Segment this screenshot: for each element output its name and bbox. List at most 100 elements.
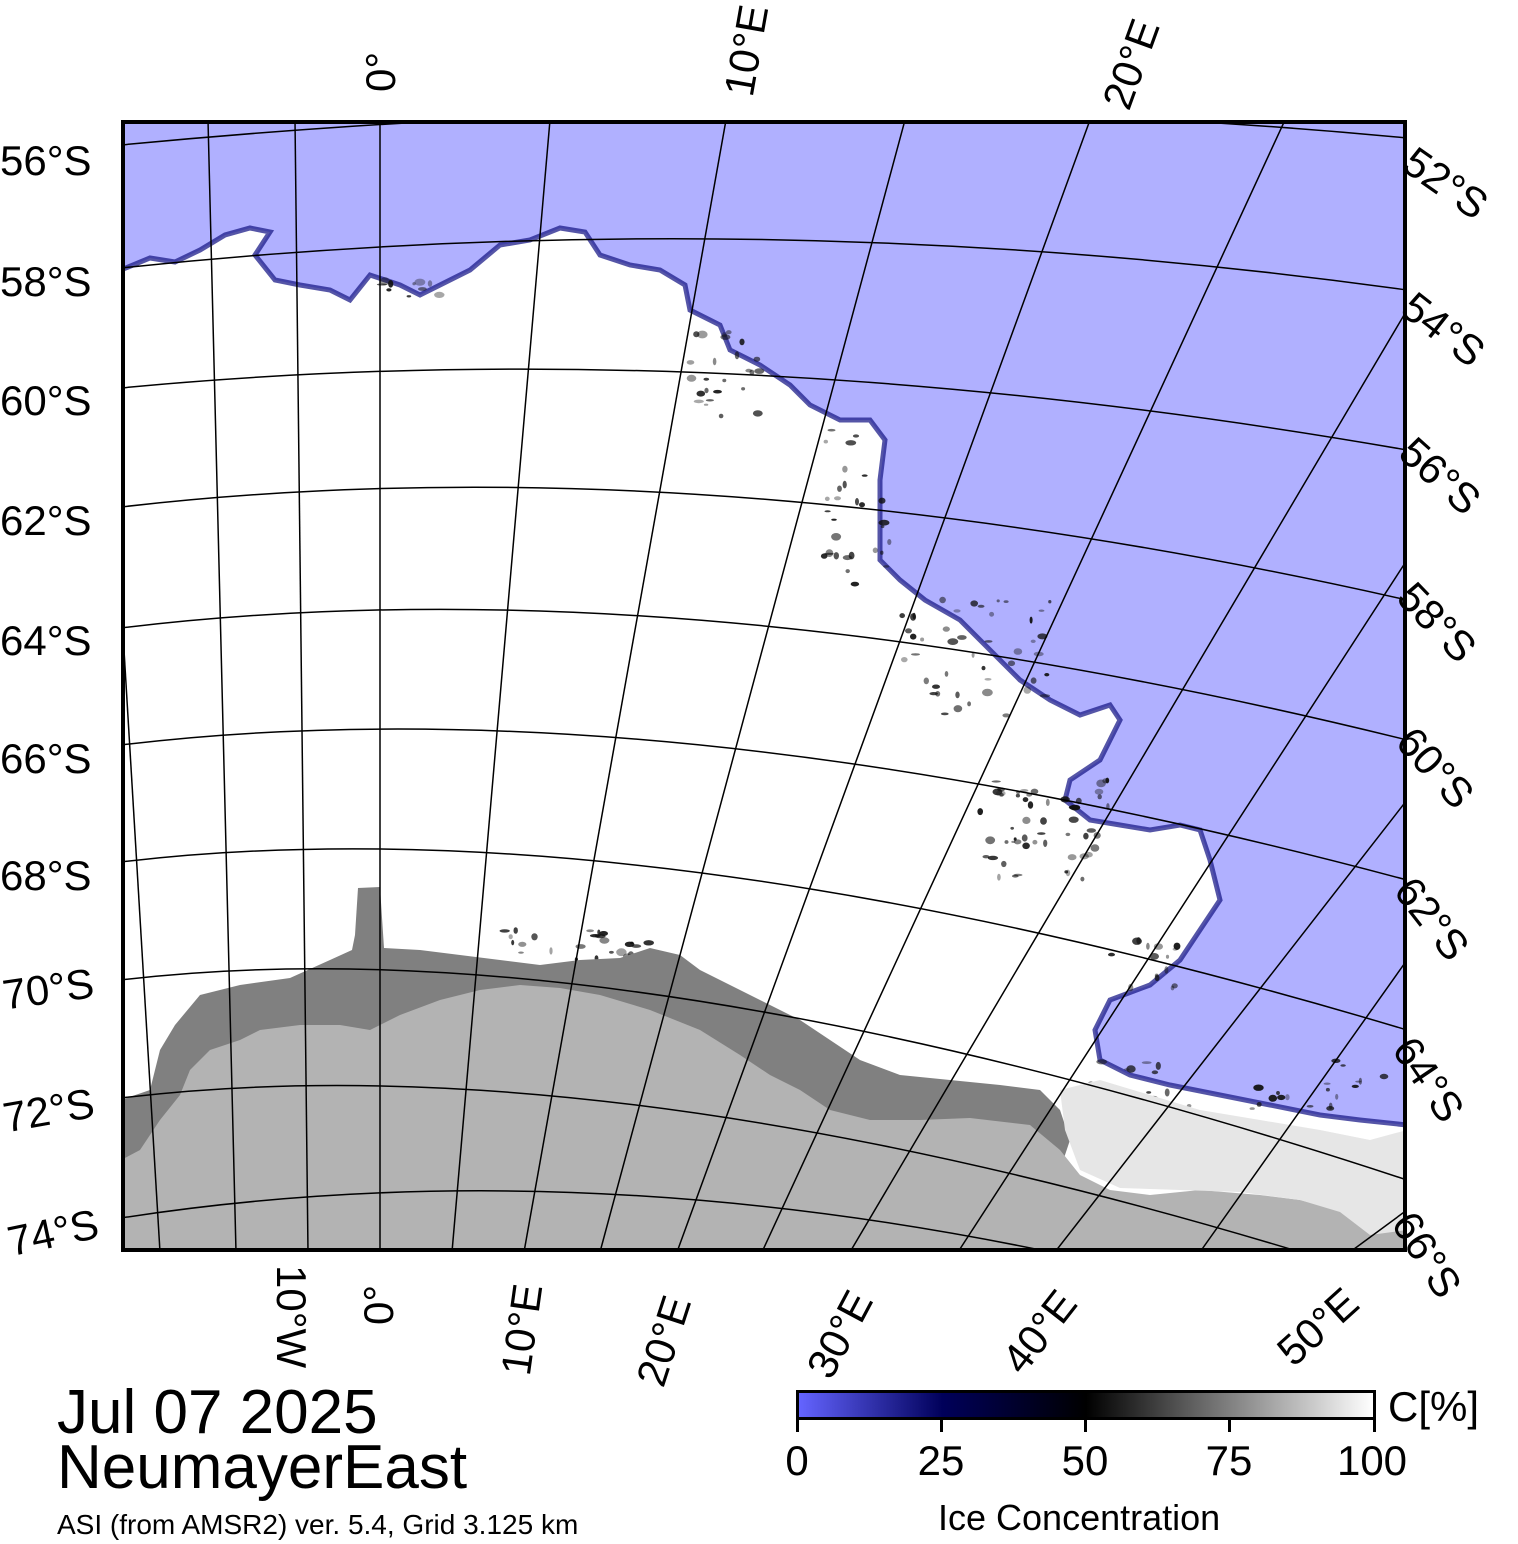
low-concentration-patch — [899, 613, 905, 619]
low-concentration-patch — [703, 377, 710, 381]
low-concentration-patch — [1001, 860, 1007, 868]
land — [121, 985, 1407, 1252]
low-concentration-patch — [859, 502, 865, 508]
map-canvas — [121, 120, 1407, 1252]
low-concentration-patch — [1325, 1087, 1330, 1092]
ice-concentration-map — [121, 120, 1407, 1252]
low-concentration-patch — [984, 640, 993, 643]
map-date: Jul 07 2025 — [57, 1378, 378, 1447]
right-lat-label: 52°S — [1394, 137, 1497, 229]
low-concentration-patch — [1154, 974, 1160, 982]
meridian-10e — [523, 120, 727, 1252]
region-name: NeumayerEast — [57, 1433, 468, 1502]
parallel-72s — [121, 1084, 1301, 1252]
low-concentration-patch — [940, 712, 949, 716]
low-concentration-patch — [1014, 839, 1022, 845]
low-concentration-patch — [947, 638, 959, 645]
low-concentration-patch — [981, 665, 986, 671]
bottom-lon-label: 30°E — [797, 1282, 882, 1386]
low-concentration-patch — [955, 691, 960, 699]
low-concentration-patch — [697, 330, 708, 339]
low-concentration-patch — [696, 390, 706, 397]
meridian-10w — [207, 120, 237, 1252]
low-concentration-patch — [1153, 943, 1163, 950]
left-lat-label: 60°S — [0, 377, 92, 424]
right-lat-label: 66°S — [1382, 1203, 1472, 1306]
meridian-25e — [761, 120, 1286, 1252]
colorbar — [796, 1390, 1376, 1420]
bottom-lon-label: 10°W — [268, 1265, 315, 1369]
top-lon-label: 0° — [357, 51, 404, 92]
low-concentration-patch — [1102, 778, 1109, 784]
low-concentration-patch — [845, 569, 850, 574]
low-concentration-patch — [1030, 788, 1039, 795]
colorbar-tick-label: 75 — [1205, 1437, 1253, 1484]
low-concentration-patch — [996, 790, 1006, 797]
low-concentration-patch — [686, 374, 697, 382]
low-concentration-patch — [920, 637, 925, 642]
low-concentration-patch — [1306, 1105, 1314, 1108]
low-concentration-patch — [905, 628, 912, 634]
low-concentration-patch — [693, 331, 700, 338]
low-concentration-patch — [984, 678, 992, 681]
low-concentration-patch — [741, 387, 746, 391]
low-concentration-patch — [734, 351, 740, 360]
low-concentration-patch — [376, 283, 387, 286]
low-concentration-patch — [861, 474, 868, 477]
right-lat-label: 54°S — [1392, 282, 1494, 377]
low-concentration-patch — [549, 947, 553, 955]
low-concentration-patch — [752, 410, 763, 417]
low-concentration-patch — [386, 288, 392, 292]
low-concentration-patch — [977, 604, 985, 608]
low-concentration-patch — [616, 948, 627, 957]
low-concentration-patch — [518, 951, 524, 954]
low-concentration-patch — [982, 688, 993, 697]
low-concentration-patch — [1165, 954, 1170, 959]
low-concentration-patch — [1340, 1064, 1346, 1067]
low-concentration-patch — [971, 652, 975, 658]
meridian-15e — [599, 120, 906, 1252]
low-concentration-patch — [713, 389, 722, 394]
low-concentration-patch — [686, 360, 695, 365]
colorbar-ticks — [796, 1418, 1376, 1432]
low-concentration-patch — [718, 413, 724, 419]
low-concentration-patch — [726, 330, 732, 335]
low-concentration-patch — [901, 657, 908, 663]
low-concentration-patch — [722, 332, 728, 338]
low-concentration-patch — [739, 338, 745, 346]
low-concentration-patch — [1048, 600, 1052, 604]
low-concentration-patch — [1335, 1093, 1339, 1100]
left-lat-label: 56°S — [0, 137, 92, 184]
low-concentration-patch — [1171, 983, 1178, 989]
low-concentration-patch — [1136, 937, 1141, 945]
low-concentration-patch — [842, 465, 848, 473]
low-concentration-patch — [1022, 816, 1031, 825]
parallel-58s — [121, 238, 1407, 291]
meridian-45e — [1199, 959, 1407, 1252]
low-concentration-patch — [1023, 686, 1032, 694]
low-concentration-patch — [1328, 1102, 1333, 1110]
low-concentration-patch — [1010, 826, 1014, 830]
low-concentration-patch — [957, 635, 967, 640]
low-concentration-patch — [643, 940, 654, 946]
low-concentration-patch — [842, 480, 847, 489]
low-concentration-patch — [1146, 1091, 1152, 1094]
low-concentration-patch — [985, 836, 996, 845]
low-concentration-patch — [837, 485, 842, 492]
low-concentration-patch — [953, 705, 963, 713]
left-lat-label: 62°S — [0, 497, 92, 544]
low-concentration-patch — [1043, 839, 1048, 847]
low-concentration-patch — [1040, 817, 1047, 825]
low-concentration-patch — [1080, 876, 1085, 882]
low-concentration-patch — [1358, 1077, 1362, 1085]
low-concentration-patch — [1108, 952, 1115, 957]
low-concentration-patch — [754, 368, 765, 374]
low-concentration-patch — [1038, 609, 1045, 612]
product-info: ASI (from AMSR2) ver. 5.4, Grid 3.125 km — [57, 1509, 579, 1540]
low-concentration-patch — [910, 633, 917, 640]
low-concentration-patch — [1164, 1088, 1170, 1097]
low-concentration-patch — [1126, 1065, 1136, 1073]
colorbar-tick — [940, 1418, 943, 1432]
low-concentration-patch — [1164, 966, 1169, 974]
low-concentration-patch — [1151, 1070, 1159, 1075]
